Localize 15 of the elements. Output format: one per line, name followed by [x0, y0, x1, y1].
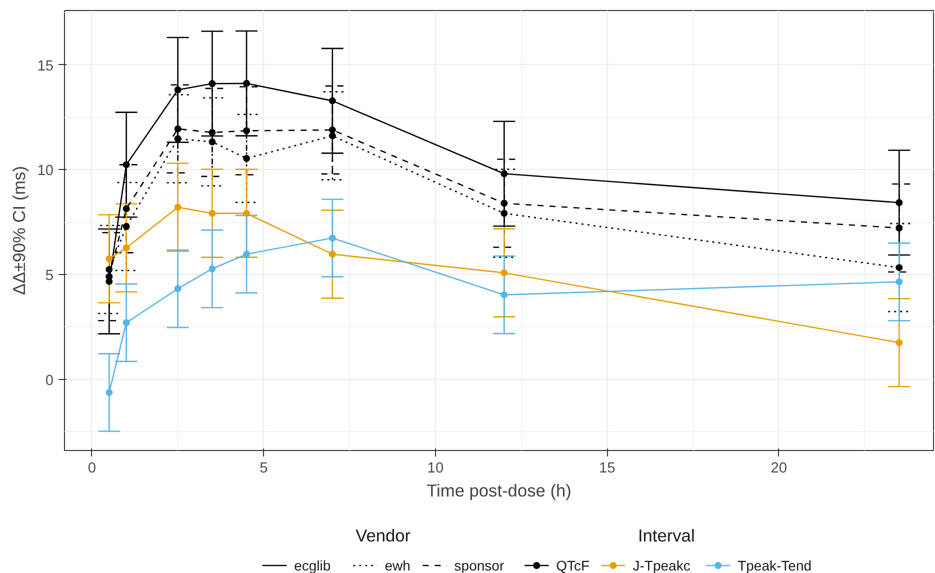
x-tick-label: 20: [770, 460, 788, 476]
x-tick-label: 5: [260, 460, 268, 476]
y-tick-label: 5: [45, 268, 54, 284]
x-axis-title: Time post-dose (h): [426, 480, 572, 500]
x-tick-label: 0: [88, 460, 96, 476]
y-tick-label: 15: [37, 58, 54, 74]
legend-label: QTcF: [556, 558, 590, 573]
x-tick-label: 10: [427, 460, 444, 476]
x-tick-label: 15: [599, 460, 616, 476]
text: Vendor: [356, 526, 411, 546]
y-tick-label: 0: [45, 372, 54, 389]
y-axis-title: ΔΔ±90% CI (ms): [9, 166, 30, 295]
text: ewh: [384, 558, 410, 573]
y-tick-label: 10: [37, 163, 54, 180]
text: Interval: [638, 526, 695, 546]
